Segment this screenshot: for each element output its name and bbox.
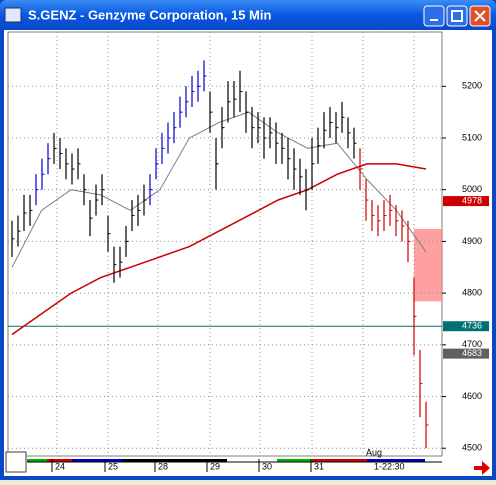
session-strip (177, 459, 227, 462)
minimize-icon (430, 19, 438, 21)
x-tick-label: 25 (108, 461, 118, 471)
title-bar (0, 0, 496, 30)
price-box-label: 4683 (462, 348, 482, 358)
x-tick-label: 24 (55, 461, 65, 471)
y-tick-label: 5100 (462, 132, 482, 142)
price-box (443, 348, 489, 359)
session-strip (122, 459, 177, 462)
session-strip (277, 459, 312, 462)
plot-area (7, 31, 443, 457)
scroll-arrow[interactable] (474, 461, 490, 475)
x-tick-label: 29 (210, 461, 220, 471)
price-box (443, 196, 489, 207)
maximize-button[interactable] (446, 5, 468, 27)
y-tick-label: 5000 (462, 184, 482, 194)
slow-moving-average (11, 163, 427, 336)
session-strip (367, 459, 425, 462)
session-strip (227, 459, 277, 462)
session-strip (72, 459, 122, 462)
price-box-label: 4978 (462, 195, 482, 205)
session-strip (27, 459, 47, 462)
session-strip (312, 459, 367, 462)
maximize-icon (451, 10, 463, 22)
x-tick-label: 30 (262, 461, 272, 471)
session-strip (47, 459, 72, 462)
price-box-label: 4736 (462, 321, 482, 331)
y-tick-label: 4800 (462, 287, 482, 297)
y-tick-label: 4600 (462, 391, 482, 401)
x-tick-label: 31 (314, 461, 324, 471)
corner-box (5, 451, 27, 473)
month-label: Aug (366, 447, 382, 457)
close-icon (474, 10, 486, 22)
y-tick-label: 5200 (462, 81, 482, 91)
x-tick-label: 28 (158, 461, 168, 471)
window-title: S.GENZ - Genzyme Corporation, 15 Min (28, 7, 271, 22)
y-tick-label: 4700 (462, 339, 482, 349)
time-label: 1-22:30 (374, 461, 405, 471)
app-icon (4, 7, 22, 23)
y-tick-label: 4900 (462, 236, 482, 246)
price-zone (414, 229, 442, 302)
price-box (443, 321, 489, 332)
minimize-button[interactable] (423, 5, 445, 27)
y-tick-label: 4500 (462, 443, 482, 453)
